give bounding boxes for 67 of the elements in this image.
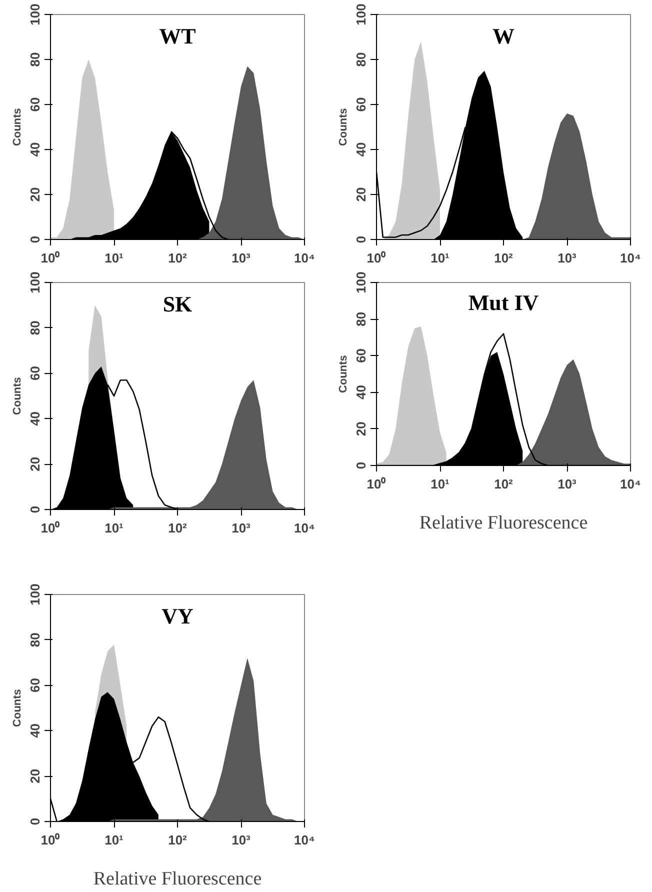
x-tick-label: 10⁰	[40, 520, 60, 536]
y-tick-label: 100	[354, 272, 368, 294]
y-tick-label: 20	[28, 456, 42, 472]
x-tick-label: 10⁴	[294, 832, 315, 848]
y-axis-title: Counts	[338, 355, 350, 393]
y-tick-label: 80	[354, 52, 368, 67]
y-axis-title: Counts	[338, 108, 350, 146]
y-tick-label: 60	[354, 97, 368, 112]
y-tick-label: 20	[28, 187, 42, 202]
y-tick-label: 0	[28, 506, 42, 514]
y-tick-label: 20	[354, 422, 368, 436]
x-tick-label: 10³	[558, 476, 578, 492]
x-tick-label: 10⁴	[620, 250, 641, 266]
y-tick-label: 0	[28, 236, 42, 244]
x-tick-label: 10²	[494, 250, 514, 266]
y-tick-label: 40	[354, 142, 368, 157]
y-tick-label: 60	[354, 348, 368, 363]
x-tick-label: 10⁰	[366, 476, 386, 492]
x-tick-label: 10¹	[430, 250, 450, 266]
y-tick-label: 80	[28, 320, 42, 336]
x-tick-label: 10⁴	[294, 520, 315, 536]
x-tick-label: 10³	[232, 832, 252, 848]
x-tick-label: 10²	[168, 250, 188, 266]
x-tick-label: 10²	[494, 476, 514, 492]
y-tick-label: 0	[354, 236, 368, 244]
x-tick-label: 10⁰	[40, 250, 60, 266]
x-tick-label: 10⁴	[294, 250, 315, 266]
x-axis-title: Relative Fluorescence	[419, 512, 588, 534]
x-tick-label: 10²	[168, 520, 188, 536]
x-tick-label: 10³	[232, 250, 252, 266]
y-tick-label: 80	[28, 52, 42, 67]
x-tick-label: 10⁴	[620, 476, 641, 492]
y-tick-label: 60	[28, 678, 42, 693]
x-tick-label: 10⁰	[40, 832, 60, 848]
x-tick-label: 10¹	[430, 476, 450, 492]
y-tick-label: 80	[354, 312, 368, 326]
y-tick-label: 100	[28, 272, 42, 294]
y-tick-label: 80	[28, 632, 42, 648]
x-tick-label: 10³	[232, 520, 252, 536]
x-tick-label: 10¹	[104, 250, 124, 266]
chart-title: Mut IV	[468, 290, 539, 315]
chart-title: W	[492, 24, 514, 48]
chart-title: WT	[159, 24, 196, 48]
y-tick-label: 60	[28, 97, 42, 112]
y-tick-label: 0	[28, 818, 42, 826]
x-tick-label: 10³	[558, 250, 578, 266]
x-tick-label: 10¹	[104, 832, 124, 848]
y-axis-title: Counts	[12, 108, 24, 146]
y-axis-title: Counts	[12, 377, 24, 415]
x-tick-label: 10⁰	[366, 250, 386, 266]
chart-title: VY	[162, 604, 194, 629]
y-tick-label: 40	[28, 142, 42, 157]
y-tick-label: 60	[28, 366, 42, 381]
chart-title: SK	[162, 292, 192, 317]
y-tick-label: 40	[28, 411, 42, 426]
y-tick-label: 100	[354, 4, 368, 26]
x-tick-label: 10¹	[104, 520, 124, 536]
x-tick-label: 10²	[168, 832, 188, 848]
y-tick-label: 20	[28, 768, 42, 784]
y-tick-label: 100	[28, 584, 42, 606]
y-tick-label: 40	[28, 723, 42, 738]
y-tick-label: 20	[354, 187, 368, 202]
y-tick-label: 40	[354, 385, 368, 400]
y-tick-label: 0	[354, 462, 368, 470]
y-tick-label: 100	[28, 4, 42, 26]
x-axis-title: Relative Fluorescence	[93, 868, 262, 890]
y-axis-title: Counts	[12, 689, 24, 727]
